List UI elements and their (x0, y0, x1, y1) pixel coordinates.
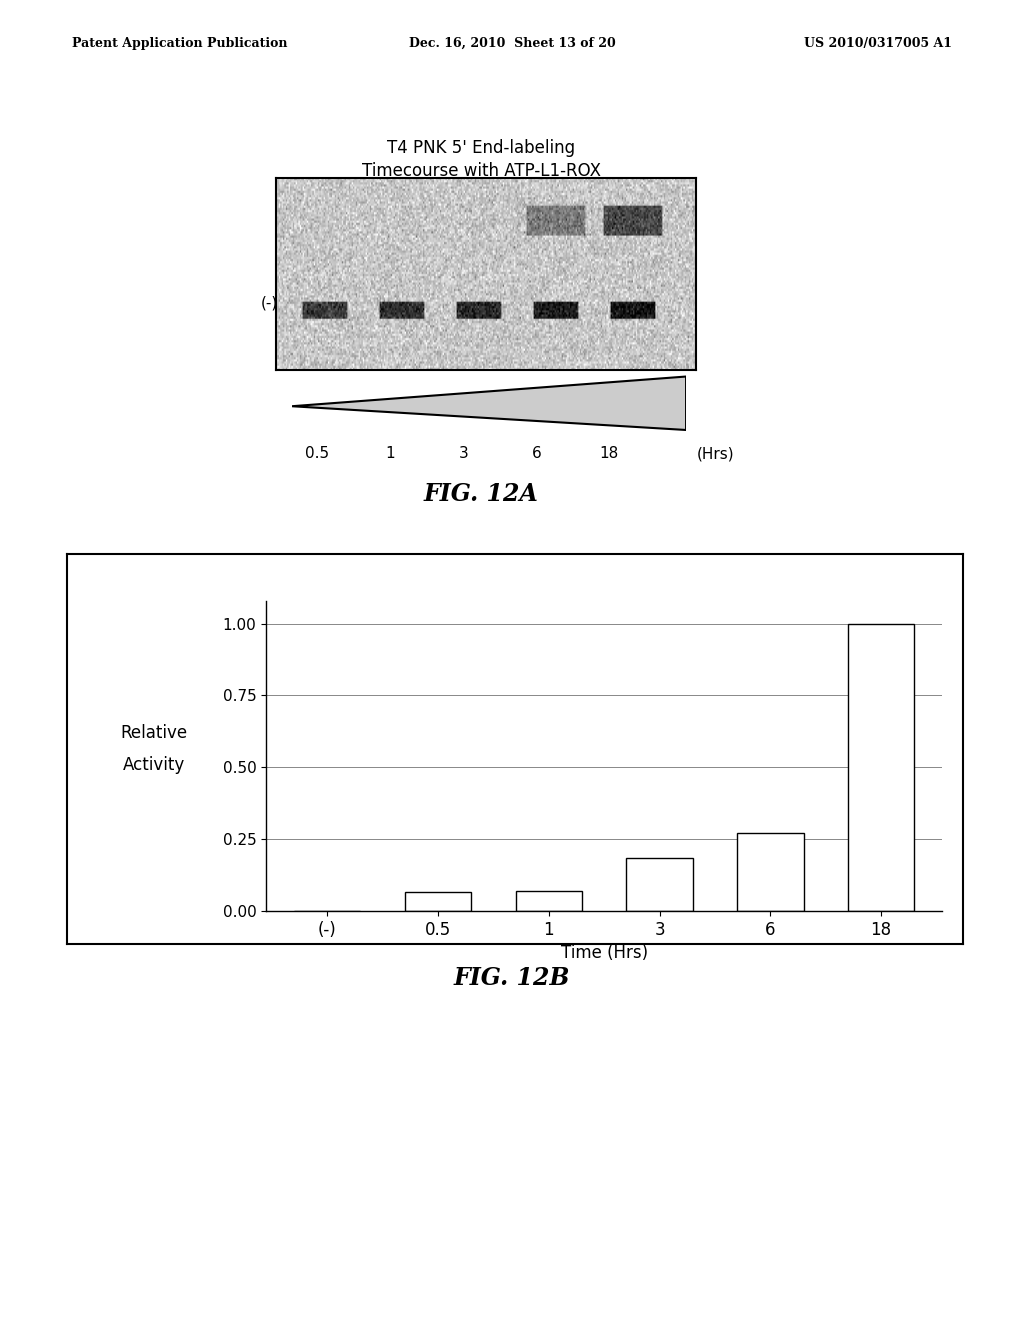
Bar (404, 892, 471, 911)
Text: 1: 1 (386, 446, 395, 461)
Text: (-): (-) (261, 296, 279, 310)
Text: T4 PNK 5' End-labeling: T4 PNK 5' End-labeling (387, 139, 575, 157)
Text: 0.5: 0.5 (305, 446, 330, 461)
Text: US 2010/0317005 A1: US 2010/0317005 A1 (804, 37, 952, 50)
Text: Timecourse with ATP-L1-ROX: Timecourse with ATP-L1-ROX (361, 162, 601, 181)
X-axis label: Time (Hrs): Time (Hrs) (560, 944, 648, 962)
Text: Patent Application Publication: Patent Application Publication (72, 37, 287, 50)
Bar (848, 623, 914, 911)
Polygon shape (292, 376, 686, 430)
Text: 6: 6 (531, 446, 541, 461)
Text: Dec. 16, 2010  Sheet 13 of 20: Dec. 16, 2010 Sheet 13 of 20 (409, 37, 615, 50)
Text: Relative: Relative (120, 725, 187, 742)
Bar (515, 891, 582, 911)
Bar (627, 858, 693, 911)
Text: FIG. 12A: FIG. 12A (424, 482, 539, 506)
Text: 18: 18 (600, 446, 618, 461)
Text: Activity: Activity (123, 756, 184, 774)
Text: (Hrs): (Hrs) (696, 446, 734, 461)
Bar (737, 833, 804, 911)
Text: FIG. 12B: FIG. 12B (454, 966, 570, 990)
Text: 3: 3 (459, 446, 468, 461)
